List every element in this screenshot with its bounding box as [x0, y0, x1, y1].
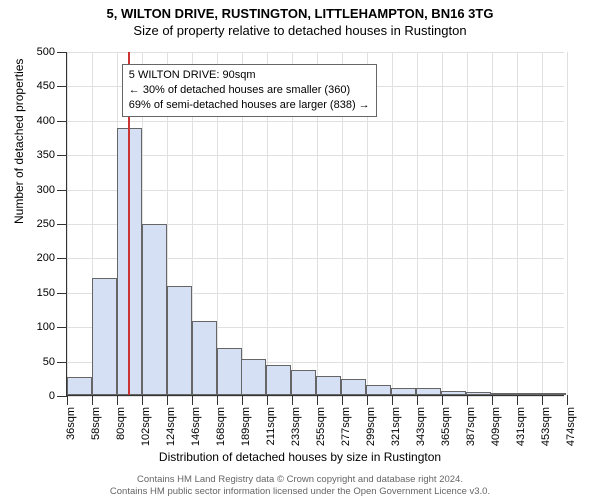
histogram-bar [92, 278, 117, 395]
y-tick-label: 400 [37, 115, 67, 127]
x-tick [292, 395, 293, 405]
x-tick-label: 277sqm [340, 407, 352, 446]
x-tick [167, 395, 168, 405]
y-tick-label: 0 [49, 390, 67, 402]
x-tick-label: 409sqm [490, 407, 502, 446]
x-tick-label: 343sqm [415, 407, 427, 446]
histogram-bar [491, 393, 516, 395]
y-tick-label: 150 [37, 287, 67, 299]
histogram-bar [67, 377, 92, 395]
histogram-bar [266, 365, 291, 395]
x-tick [142, 395, 143, 405]
histogram-bar [192, 321, 217, 395]
x-tick [467, 395, 468, 405]
x-tick-label: 102sqm [140, 407, 152, 446]
x-tick-label: 168sqm [215, 407, 227, 446]
histogram-bar [142, 224, 167, 395]
histogram-bar [366, 385, 391, 395]
y-tick-label: 450 [37, 80, 67, 92]
x-tick [492, 395, 493, 405]
y-tick-label: 250 [37, 218, 67, 230]
histogram-bar [391, 388, 416, 395]
footer-line-2: Contains HM public sector information li… [0, 486, 600, 498]
x-tick-label: 80sqm [115, 407, 127, 440]
x-tick [417, 395, 418, 405]
annotation-box: 5 WILTON DRIVE: 90sqm← 30% of detached h… [122, 64, 377, 117]
x-tick-label: 299sqm [365, 407, 377, 446]
x-tick [342, 395, 343, 405]
histogram-bar [441, 391, 466, 395]
annotation-line: 5 WILTON DRIVE: 90sqm [129, 68, 370, 83]
y-tick-label: 500 [37, 46, 67, 58]
x-tick-label: 189sqm [240, 407, 252, 446]
x-tick-label: 58sqm [90, 407, 102, 440]
x-tick-label: 211sqm [265, 407, 277, 445]
x-tick-label: 453sqm [540, 407, 552, 446]
histogram-bar [291, 370, 316, 395]
histogram-bar [341, 379, 366, 396]
histogram-bar [466, 392, 491, 395]
footer-attribution: Contains HM Land Registry data © Crown c… [0, 474, 600, 498]
x-tick [392, 395, 393, 405]
x-tick-label: 124sqm [165, 407, 177, 446]
y-tick-label: 100 [37, 321, 67, 333]
x-tick [217, 395, 218, 405]
x-tick [542, 395, 543, 405]
histogram-bar [167, 286, 192, 395]
histogram-bar [217, 348, 242, 395]
page-subtitle: Size of property relative to detached ho… [0, 23, 600, 38]
x-tick [67, 395, 68, 405]
y-tick-label: 300 [37, 184, 67, 196]
histogram-bar [541, 393, 566, 395]
y-tick-label: 350 [37, 149, 67, 161]
x-tick-label: 387sqm [465, 407, 477, 446]
x-tick [92, 395, 93, 405]
x-tick-label: 474sqm [565, 407, 577, 446]
histogram-bar [516, 393, 541, 395]
x-tick-label: 321sqm [390, 407, 402, 446]
x-tick-label: 255sqm [315, 407, 327, 446]
x-tick-label: 365sqm [440, 407, 452, 446]
x-tick-label: 146sqm [190, 407, 202, 446]
histogram-bar [316, 376, 341, 395]
y-tick-label: 50 [43, 356, 67, 368]
x-tick-label: 233sqm [290, 407, 302, 446]
x-tick [442, 395, 443, 405]
x-tick-label: 36sqm [65, 407, 77, 440]
annotation-line: 69% of semi-detached houses are larger (… [129, 98, 370, 113]
x-tick [567, 395, 568, 405]
grid-line-v [567, 52, 568, 395]
y-tick-label: 200 [37, 252, 67, 264]
x-tick [367, 395, 368, 405]
footer-line-1: Contains HM Land Registry data © Crown c… [0, 474, 600, 486]
annotation-line: ← 30% of detached houses are smaller (36… [129, 83, 370, 98]
page-title: 5, WILTON DRIVE, RUSTINGTON, LITTLEHAMPT… [0, 6, 600, 21]
x-tick [242, 395, 243, 405]
x-tick-label: 431sqm [515, 407, 527, 446]
x-tick [267, 395, 268, 405]
chart-plot-area: 5 WILTON DRIVE: 90sqm← 30% of detached h… [66, 52, 564, 396]
x-tick [517, 395, 518, 405]
x-axis-title: Distribution of detached houses by size … [0, 450, 600, 464]
x-tick [317, 395, 318, 405]
x-tick [117, 395, 118, 405]
y-axis-title: Number of detached properties [12, 59, 26, 224]
x-tick [192, 395, 193, 405]
histogram-bar [241, 359, 266, 395]
histogram-bar [416, 388, 441, 395]
